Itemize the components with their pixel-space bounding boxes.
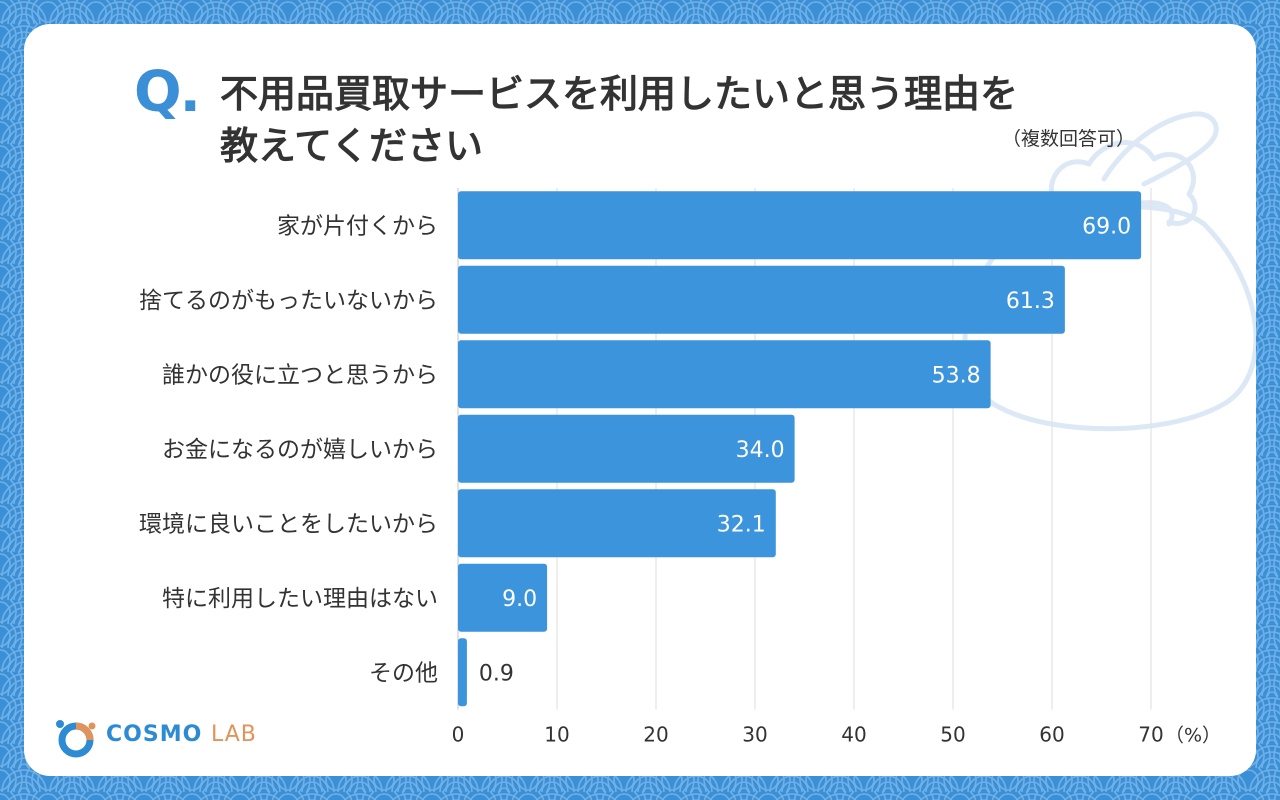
data-label: 53.8 (932, 363, 981, 388)
x-axis-unit-label: （%） (1165, 725, 1221, 747)
bar (458, 265, 1065, 334)
cosmo-lab-logo-icon (56, 720, 96, 758)
logo-lab: LAB (210, 722, 257, 747)
bar (458, 414, 795, 483)
category-label: 特に利用したい理由はない (162, 586, 438, 612)
data-label: 69.0 (1082, 214, 1131, 239)
bar (458, 340, 991, 409)
logo-cosmo: COSMO (106, 722, 203, 747)
bar (458, 191, 1142, 260)
category-label: 家が片付くから (277, 213, 438, 239)
chart-card: Q. 不用品買取サービスを利用したいと思う理由を 教えてください （複数回答可）… (24, 24, 1256, 776)
data-label: 61.3 (1006, 289, 1055, 314)
x-tick-label: 30 (742, 723, 767, 747)
multiple-answer-note: （複数回答可） (1002, 128, 1136, 150)
x-tick-label: 40 (841, 723, 866, 747)
x-tick-label: 60 (1039, 723, 1064, 747)
x-tick-label: 20 (643, 723, 668, 747)
data-label: 9.0 (502, 587, 537, 612)
bar (458, 563, 548, 632)
category-label: お金になるのが嬉しいから (162, 437, 438, 463)
data-label: 32.1 (717, 512, 766, 537)
x-tick-label: 50 (940, 723, 965, 747)
title-line-1: 不用品買取サービスを利用したいと思う理由を (220, 72, 1019, 116)
category-label: 誰かの役に立つと思うから (162, 362, 438, 388)
bar-chart: 0 10 20 30 40 50 60 70 （%） 家が片付くから 69.0 捨てるのがもったいない… (139, 188, 1221, 747)
category-label: その他 (369, 660, 438, 686)
page-title: 不用品買取サービスを利用したいと思う理由を 教えてください (220, 68, 1180, 172)
bar (458, 638, 467, 707)
x-tick-label: 0 (452, 723, 465, 747)
question-mark-label: Q. (134, 60, 201, 125)
x-tick-label: 70 (1138, 723, 1163, 747)
title-line-2: 教えてください (220, 124, 483, 168)
x-tick-label: 10 (544, 723, 569, 747)
data-label: 34.0 (736, 438, 785, 463)
category-label: 捨てるのがもったいないから (139, 288, 438, 314)
data-label: 0.9 (479, 661, 514, 686)
category-label: 環境に良いことをしたいから (139, 511, 438, 537)
bar (458, 489, 776, 558)
cosmo-lab-logo-text: COSMO LAB (106, 722, 257, 747)
